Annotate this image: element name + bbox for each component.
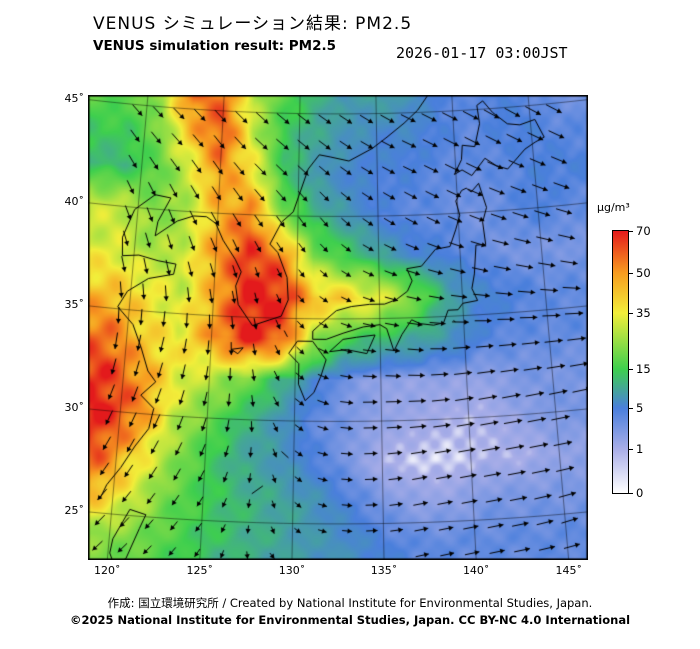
page-title-japanese: VENUS シミュレーション結果: PM2.5 xyxy=(93,14,413,34)
colorbar-tick-mark xyxy=(629,369,633,371)
colorbar-tick-mark xyxy=(629,231,633,232)
colorbar-tick-mark xyxy=(629,272,633,274)
lat-tick-label: 30˚ xyxy=(64,400,85,414)
lat-tick-label: 35˚ xyxy=(64,297,85,311)
lon-tick-label: 125˚ xyxy=(186,564,214,577)
footer-credit: 作成: 国立環境研究所 / Created by National Instit… xyxy=(107,596,593,610)
lon-tick-label: 120˚ xyxy=(94,564,121,577)
lon-tick-label: 130˚ xyxy=(278,564,306,577)
colorbar-tick-mark xyxy=(629,408,633,410)
colorbar-tick-label: 50 xyxy=(636,265,651,280)
colorbar-tick-mark xyxy=(629,493,633,494)
colorbar-gradient xyxy=(612,230,629,494)
colorbar-tick-label: 15 xyxy=(636,362,651,377)
page-title-english: VENUS simulation result: PM2.5 xyxy=(93,38,336,54)
lat-tick-label: 40˚ xyxy=(64,194,85,208)
colorbar-tick-container: 70 50 35 15 5 1 0 xyxy=(612,224,676,500)
lon-tick-label: 145˚ xyxy=(555,564,582,577)
colorbar-unit-label: μg/m³ xyxy=(597,201,630,214)
lon-tick-label: 135˚ xyxy=(370,564,398,577)
lat-tick-label: 25˚ xyxy=(64,503,85,517)
lon-tick-label: 140˚ xyxy=(462,564,490,577)
colorbar: 70 50 35 15 5 1 0 xyxy=(612,224,676,500)
colorbar-tick-label: 1 xyxy=(636,441,644,456)
colorbar-tick-mark xyxy=(629,313,633,314)
lat-tick-label: 45˚ xyxy=(64,91,85,105)
colorbar-tick-label: 70 xyxy=(636,224,651,238)
pm25-map-canvas xyxy=(88,95,588,560)
forecast-timestamp: 2026-01-17 03:00JST xyxy=(396,44,568,62)
colorbar-tick-label: 0 xyxy=(636,486,644,500)
colorbar-tick-label: 5 xyxy=(636,401,644,416)
colorbar-tick-label: 35 xyxy=(636,306,651,320)
footer-copyright: ©2025 National Institute for Environment… xyxy=(69,613,631,627)
colorbar-tick-mark xyxy=(629,448,633,450)
